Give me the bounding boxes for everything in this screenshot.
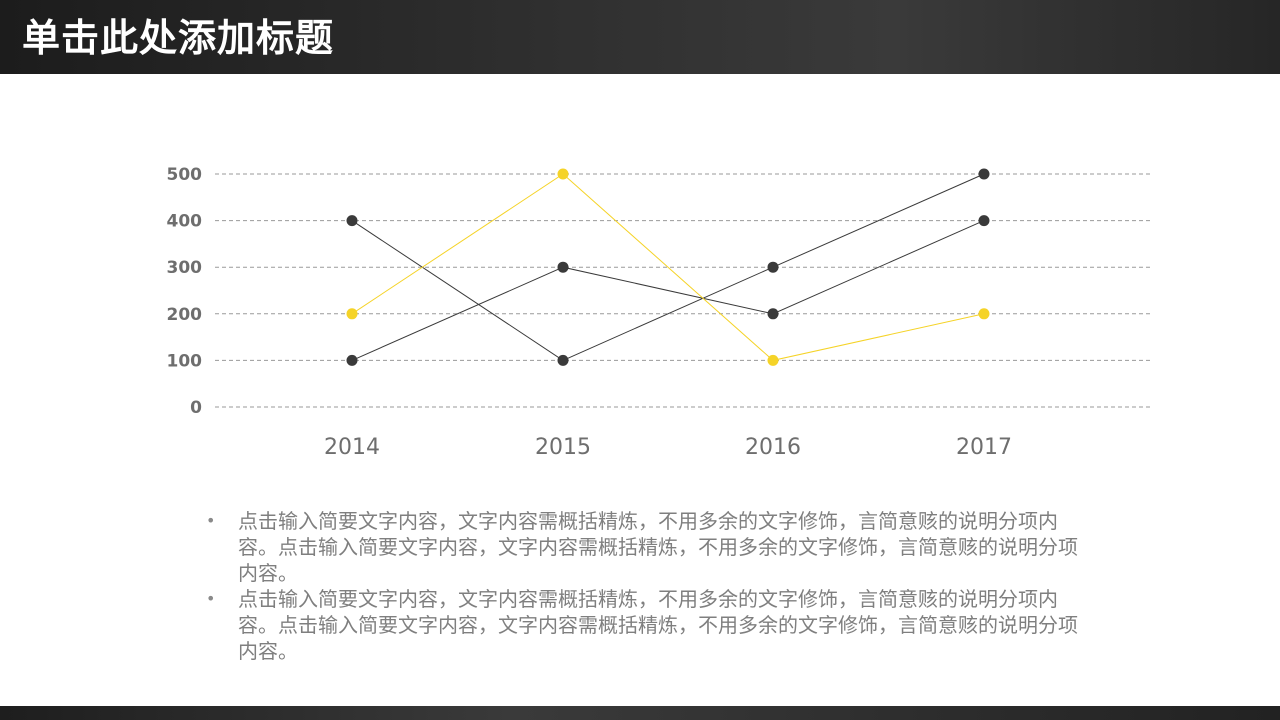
- data-point: [767, 354, 779, 366]
- series-line: [351, 173, 985, 361]
- y-tick-label: 400: [167, 212, 203, 232]
- bullet-icon: •: [206, 589, 216, 608]
- y-tick-label: 500: [167, 165, 203, 185]
- data-point: [346, 308, 358, 320]
- x-tick-label: 2015: [535, 435, 591, 460]
- bottom-bar: [0, 706, 1280, 720]
- data-point: [346, 354, 358, 366]
- bullet-text: 点击输入简要文字内容，文字内容需概括精炼，不用多余的文字修饰，言简意赅的说明分项…: [238, 587, 1078, 663]
- data-point: [767, 308, 779, 320]
- series-line: [351, 173, 985, 361]
- series-line: [351, 220, 985, 361]
- x-tick-label: 2016: [745, 435, 801, 460]
- line-chart: 0 100 200 300 400 500 2014 2015 2016 2017: [167, 165, 1150, 460]
- y-tick-label: 100: [167, 351, 203, 371]
- y-tick-label: 200: [167, 305, 203, 325]
- bullet-item[interactable]: • 点击输入简要文字内容，文字内容需概括精炼，不用多余的文字修饰，言简意赅的说明分…: [206, 586, 1086, 664]
- slide-title[interactable]: 单击此处添加标题: [22, 16, 335, 60]
- data-point: [978, 308, 990, 320]
- y-tick-label: 0: [190, 398, 202, 418]
- data-point: [767, 261, 779, 273]
- data-point: [346, 215, 358, 227]
- bullet-icon: •: [206, 511, 216, 530]
- x-tick-label: 2014: [324, 435, 380, 460]
- title-bar: 单击此处添加标题: [0, 0, 1280, 74]
- x-tick-label: 2017: [956, 435, 1012, 460]
- data-point: [978, 215, 990, 227]
- data-point: [978, 168, 990, 180]
- bullet-list: • 点击输入简要文字内容，文字内容需概括精炼，不用多余的文字修饰，言简意赅的说明分…: [206, 508, 1086, 664]
- data-point: [557, 261, 569, 273]
- bullet-item[interactable]: • 点击输入简要文字内容，文字内容需概括精炼，不用多余的文字修饰，言简意赅的说明分…: [206, 508, 1086, 586]
- bullet-text: 点击输入简要文字内容，文字内容需概括精炼，不用多余的文字修饰，言简意赅的说明分项…: [238, 509, 1078, 585]
- data-point: [557, 354, 569, 366]
- data-point: [557, 168, 569, 180]
- y-tick-label: 300: [167, 258, 203, 278]
